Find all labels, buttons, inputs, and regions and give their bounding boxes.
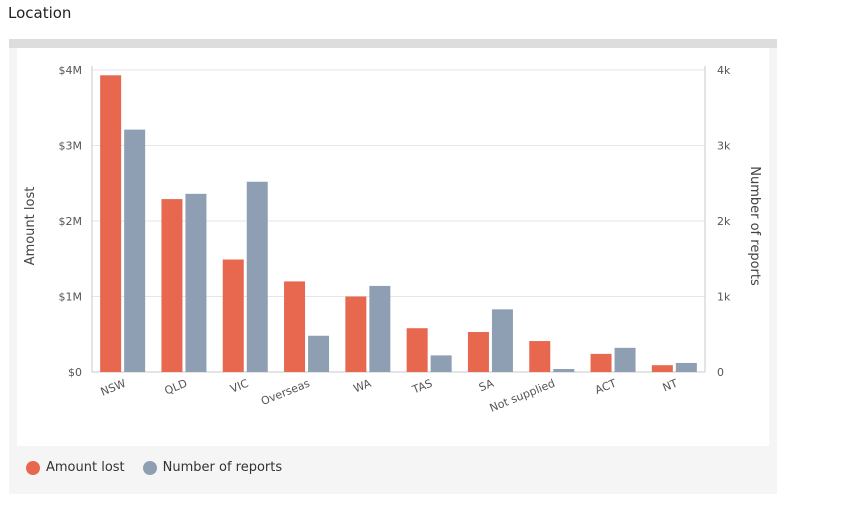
bar-amount-lost [590, 353, 612, 372]
y-left-tick-label: $1M [59, 291, 83, 304]
x-tick-label: Not supplied [488, 377, 557, 415]
bar-number-of-reports [124, 129, 146, 372]
bar-amount-lost [345, 296, 367, 372]
bar-number-of-reports [369, 285, 391, 372]
chart-legend: Amount lost Number of reports [26, 460, 282, 475]
x-tick-label: QLD [163, 377, 189, 398]
y-right-tick-label: 2k [717, 215, 731, 228]
bar-number-of-reports [430, 355, 452, 372]
bar-amount-lost [529, 341, 551, 372]
legend-swatch-reports [142, 460, 157, 475]
bar-amount-lost [467, 331, 489, 372]
bar-amount-lost [284, 281, 306, 372]
x-tick-label: TAS [410, 377, 435, 397]
legend-label-reports: Number of reports [162, 460, 283, 475]
y-left-tick-label: $0 [68, 366, 82, 379]
y-right-tick-label: 4k [717, 64, 731, 77]
y-left-tick-label: $3M [59, 140, 83, 153]
bar-number-of-reports [614, 347, 636, 372]
bar-amount-lost [161, 199, 183, 372]
bar-number-of-reports [553, 368, 575, 372]
x-tick-label: WA [352, 377, 374, 396]
bar-amount-lost [222, 259, 244, 372]
bar-amount-lost [406, 328, 428, 372]
y-left-tick-label: $2M [59, 215, 83, 228]
x-tick-label: NT [661, 377, 680, 395]
y-right-tick-label: 3k [717, 140, 731, 153]
legend-swatch-amount [26, 460, 40, 475]
y-left-tick-label: $4M [59, 64, 83, 77]
y-left-axis-title: Amount lost [23, 187, 38, 266]
x-tick-label: SA [477, 377, 496, 395]
legend-item-amount[interactable]: Amount lost [26, 460, 125, 475]
bar-number-of-reports [675, 362, 697, 372]
bar-number-of-reports [308, 335, 330, 372]
legend-item-reports[interactable]: Number of reports [142, 460, 283, 475]
x-tick-label: ACT [593, 377, 618, 397]
section-title: Location [8, 4, 72, 22]
bar-amount-lost [100, 75, 122, 372]
bar-amount-lost [651, 365, 673, 372]
y-right-tick-label: 0 [717, 366, 724, 379]
x-tick-label: NSW [99, 377, 128, 399]
y-right-axis-title: Number of reports [747, 166, 762, 286]
bar-number-of-reports [491, 309, 513, 372]
legend-label-amount: Amount lost [46, 460, 125, 475]
bar-number-of-reports [185, 193, 207, 372]
x-tick-label: Overseas [259, 377, 312, 408]
x-tick-label: VIC [228, 377, 250, 396]
y-right-tick-label: 1k [717, 291, 731, 304]
panel-header-bar [9, 39, 777, 48]
bar-number-of-reports [246, 181, 268, 372]
